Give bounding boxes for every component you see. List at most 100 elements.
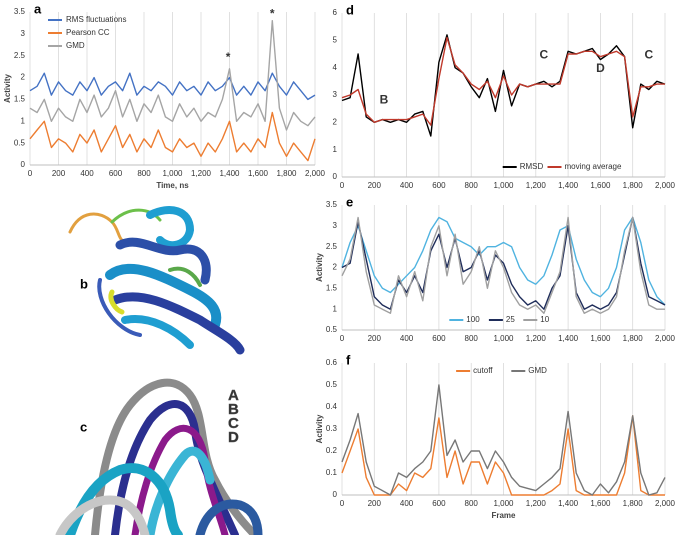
x-tick-label: 800 (465, 499, 479, 508)
x-tick-label: 1,400 (558, 181, 579, 190)
x-tick-label: 2,000 (655, 181, 676, 190)
x-tick-label: 2,000 (655, 334, 676, 343)
x-tick-label: 200 (368, 334, 382, 343)
y-tick-label: 3 (333, 90, 338, 99)
series-line (341, 415, 665, 496)
y-tick-label: 0.5 (326, 325, 338, 334)
x-tick-label: 1,000 (162, 169, 183, 178)
x-tick-label: 2,000 (305, 169, 326, 178)
y-tick-label: 1 (333, 304, 338, 313)
x-tick-label: 800 (465, 181, 479, 190)
x-tick-label: 1,600 (590, 334, 611, 343)
x-tick-label: 200 (368, 181, 382, 190)
legend-label: 25 (506, 315, 515, 324)
annotation: D (596, 61, 605, 75)
y-tick-label: 0.2 (326, 446, 338, 455)
y-tick-label: 0.5 (326, 380, 338, 389)
state-label: A (228, 387, 239, 404)
y-tick-label: 2.5 (14, 51, 26, 60)
x-tick-label: 400 (400, 499, 414, 508)
y-tick-label: 0.4 (326, 402, 338, 411)
y-tick-label: 0.3 (326, 424, 338, 433)
y-tick-label: 0.5 (14, 138, 26, 147)
x-tick-label: 1,600 (248, 169, 269, 178)
legend-label: cutoff (473, 366, 493, 375)
series-line (29, 20, 316, 131)
y-tick-label: 6 (333, 8, 338, 17)
x-tick-label: 1,000 (493, 499, 514, 508)
annotation: C (540, 48, 549, 62)
y-tick-label: 3 (333, 221, 338, 230)
series-line (341, 384, 666, 496)
x-axis-label: Time, ns (156, 181, 189, 190)
x-tick-label: 1,600 (590, 499, 611, 508)
series-line (341, 34, 666, 137)
x-tick-label: 1,800 (623, 181, 644, 190)
y-tick-label: 2 (21, 73, 26, 82)
x-tick-label: 0 (340, 499, 345, 508)
x-tick-label: 400 (400, 334, 414, 343)
x-tick-label: 1,200 (526, 334, 547, 343)
legend-label: GMD (66, 41, 85, 50)
annotation: * (226, 50, 231, 64)
state-label: C (228, 415, 239, 432)
series-line (341, 36, 665, 126)
annotation: * (270, 6, 275, 20)
y-tick-label: 0 (333, 490, 338, 499)
legend-label: moving average (565, 162, 622, 171)
panel-label: b (80, 276, 88, 291)
state-label: B (228, 401, 239, 418)
protein-b (68, 206, 245, 355)
annotation: C (645, 48, 654, 62)
x-tick-label: 0 (340, 181, 345, 190)
y-tick-label: 2 (333, 263, 338, 272)
y-axis-label: Activity (3, 74, 12, 103)
panel-label: c (80, 419, 87, 434)
x-tick-label: 800 (137, 169, 151, 178)
x-tick-label: 1,800 (623, 499, 644, 508)
y-axis-label: Activity (315, 253, 324, 282)
y-tick-label: 1.5 (326, 283, 338, 292)
y-tick-label: 2 (333, 117, 338, 126)
y-tick-label: 0 (21, 160, 26, 169)
legend-label: 100 (466, 315, 480, 324)
x-tick-label: 0 (28, 169, 33, 178)
x-tick-label: 400 (80, 169, 94, 178)
x-tick-label: 600 (432, 181, 446, 190)
panel-label: d (346, 2, 354, 17)
panel-label: f (346, 352, 351, 367)
x-tick-label: 800 (465, 334, 479, 343)
annotation: B (380, 93, 389, 107)
x-tick-label: 1,200 (191, 169, 212, 178)
state-label: D (228, 429, 239, 446)
y-tick-label: 5 (333, 35, 338, 44)
y-tick-label: 3 (21, 29, 26, 38)
x-tick-label: 400 (400, 181, 414, 190)
x-tick-label: 1,000 (493, 334, 514, 343)
x-tick-label: 1,600 (590, 181, 611, 190)
x-tick-label: 1,200 (526, 499, 547, 508)
legend-label: GMD (528, 366, 547, 375)
panel-label: e (346, 194, 353, 209)
y-tick-label: 3.5 (326, 200, 338, 209)
legend-label: Pearson CC (66, 28, 110, 37)
y-tick-label: 4 (333, 63, 338, 72)
x-tick-label: 1,800 (623, 334, 644, 343)
y-tick-label: 3.5 (14, 7, 26, 16)
panel-label: a (34, 1, 42, 16)
y-tick-label: 2.5 (326, 242, 338, 251)
x-tick-label: 1,400 (558, 499, 579, 508)
y-tick-label: 0.1 (326, 468, 338, 477)
x-tick-label: 200 (368, 499, 382, 508)
protein-c (55, 378, 263, 535)
y-tick-label: 0.6 (326, 358, 338, 367)
series-line (341, 216, 665, 314)
y-tick-label: 1 (21, 116, 26, 125)
x-tick-label: 0 (340, 334, 345, 343)
x-tick-label: 1,400 (219, 169, 240, 178)
x-tick-label: 1,200 (526, 181, 547, 190)
series-line (29, 111, 316, 162)
legend-label: 10 (540, 315, 549, 324)
x-tick-label: 1,400 (558, 334, 579, 343)
